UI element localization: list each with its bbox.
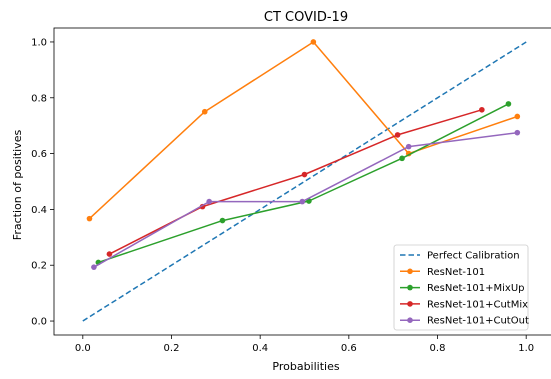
data-point-resnet-101-cutout [514, 129, 521, 136]
legend-label-resnet-101-cutmix: ResNet-101+CutMix [427, 299, 528, 310]
y-axis-label: Fraction of positives [11, 130, 24, 241]
legend-marker-resnet-101-cutout [407, 317, 413, 324]
data-point-resnet-101 [201, 108, 208, 115]
legend: Perfect Calibration ResNet-101 ResNet-101+… [393, 244, 529, 331]
series-line-resnet-101-mixup [98, 103, 509, 264]
legend-label-resnet-101-mixup: ResNet-101+MixUp [427, 283, 524, 294]
data-point-resnet-101 [514, 113, 521, 120]
x-tick-label: 0.4 [252, 343, 268, 354]
x-axis: 0.0 0.2 0.4 0.6 0.8 1.0 [75, 335, 534, 354]
y-tick-label: 1.0 [31, 37, 47, 48]
data-point-resnet-101-mixup [399, 155, 405, 162]
data-point-resnet-101-cutout [206, 198, 212, 205]
x-tick-label: 1.0 [518, 343, 534, 354]
x-tick-label: 0.2 [164, 343, 180, 354]
series-line-perfect-calibration [82, 41, 527, 322]
series-line-resnet-101-cutmix [109, 109, 483, 255]
data-point-resnet-101-cutout [91, 264, 97, 270]
legend-label-perfect-calibration: Perfect Calibration [427, 251, 520, 262]
data-point-resnet-101-cutout [405, 143, 412, 150]
data-point-resnet-101-cutmix [301, 171, 308, 178]
x-tick-label: 0.0 [75, 343, 91, 354]
plot-area [53, 27, 551, 336]
data-point-resnet-101-cutmix [106, 251, 113, 257]
y-tick-label: 0.4 [31, 205, 47, 216]
y-axis: 0.0 0.2 0.4 0.6 0.8 1.0 [31, 37, 54, 328]
legend-label-resnet-101-cutout: ResNet-101+CutOut [427, 316, 529, 327]
data-point-resnet-101-mixup [505, 101, 512, 107]
chart-title: CT COVID-19 [264, 10, 348, 25]
data-point-resnet-101-cutmix [479, 106, 485, 113]
legend-marker-resnet-101-cutmix [407, 301, 413, 307]
x-tick-label: 0.6 [341, 343, 357, 354]
legend-marker-resnet-101-mixup [407, 284, 413, 291]
data-point-resnet-101-mixup [219, 217, 226, 224]
plot-frame [53, 27, 551, 336]
y-tick-label: 0.2 [31, 261, 47, 272]
data-point-resnet-101-cutout [299, 198, 306, 205]
legend-box [393, 244, 529, 331]
y-tick-label: 0.8 [31, 93, 47, 104]
data-point-resnet-101-cutmix [394, 132, 401, 138]
x-axis-label: Probabilities [272, 360, 339, 373]
legend-marker-resnet-101 [407, 268, 413, 275]
legend-label-resnet-101: ResNet-101 [427, 267, 485, 278]
data-point-resnet-101 [310, 39, 317, 45]
data-point-resnet-101 [86, 215, 93, 222]
y-tick-label: 0.6 [31, 149, 47, 160]
y-tick-label: 0.0 [31, 317, 47, 328]
series-line-resnet-101 [88, 41, 518, 220]
x-tick-label: 0.8 [430, 343, 446, 354]
